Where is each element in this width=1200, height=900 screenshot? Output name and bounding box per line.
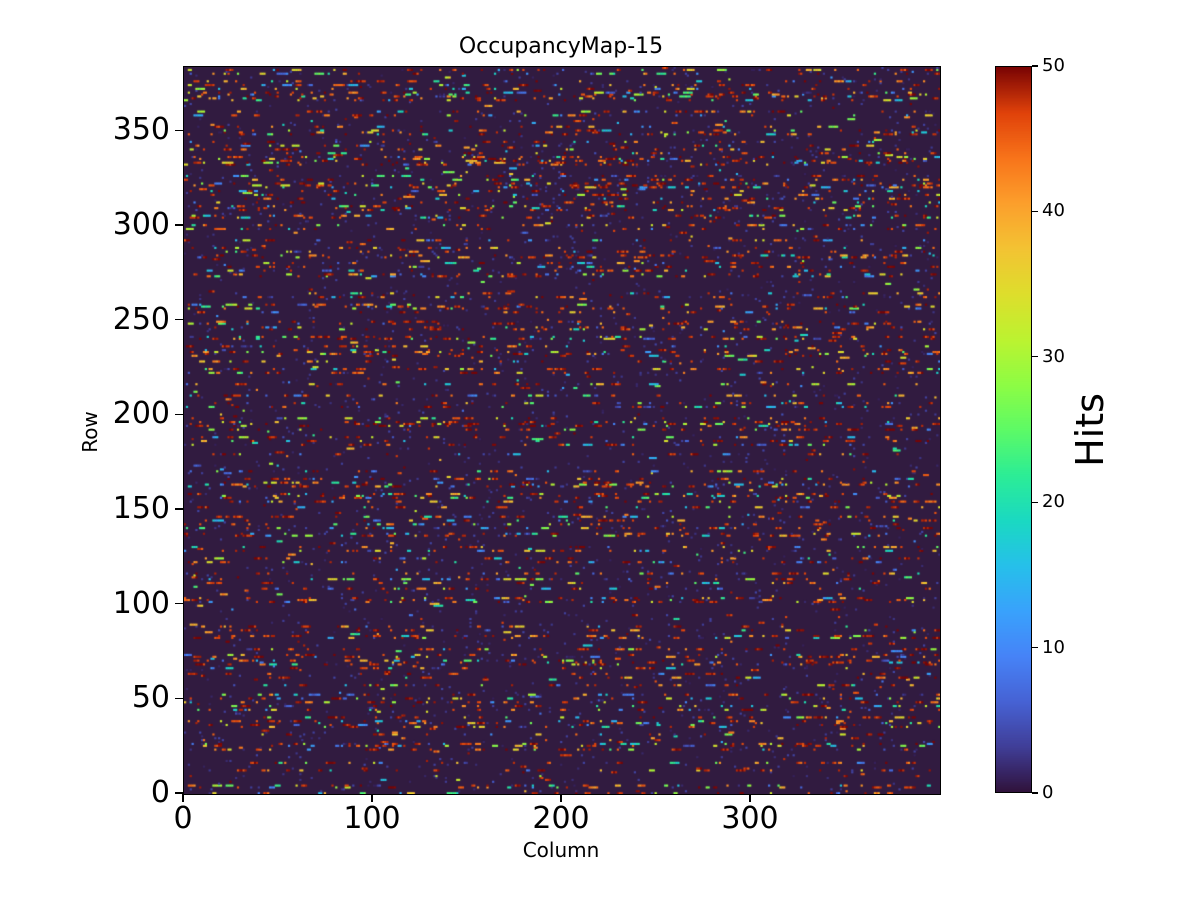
y-tick-mark (175, 508, 183, 510)
x-tick-label: 0 (173, 801, 193, 836)
x-tick-mark (749, 794, 751, 802)
y-axis-label: Row (78, 411, 102, 453)
y-tick-label: 250 (112, 301, 170, 337)
y-tick-mark (175, 602, 183, 605)
colorbar-tick-mark (1032, 65, 1038, 67)
x-tick-mark (560, 794, 562, 802)
colorbar-tick-mark (1032, 501, 1038, 503)
colorbar-tick-label: 30 (1042, 345, 1065, 367)
x-tick-mark (371, 794, 373, 802)
plot-title: OccupancyMap-15 (458, 34, 664, 59)
x-tick-mark (182, 794, 184, 802)
colorbar-tick-label: 20 (1042, 491, 1065, 513)
colorbar-tick-mark (1032, 210, 1038, 212)
colorbar-tick-mark (1032, 647, 1038, 649)
x-tick-label: 300 (721, 801, 779, 836)
y-tick-label: 350 (112, 112, 170, 148)
colorbar-canvas (996, 67, 1031, 792)
colorbar-label: Hits (1068, 393, 1112, 467)
y-tick-label: 150 (112, 491, 170, 527)
x-axis-label: Column (522, 838, 600, 862)
y-tick-mark (175, 224, 183, 226)
x-tick-label: 100 (343, 801, 401, 836)
x-tick-label: 200 (532, 801, 590, 836)
y-tick-label: 50 (131, 680, 170, 716)
colorbar-tick-mark (1032, 356, 1038, 358)
y-tick-mark (175, 413, 183, 416)
y-tick-mark (175, 792, 183, 794)
plot-border (183, 66, 941, 795)
colorbar-tick-label: 0 (1042, 782, 1054, 803)
colorbar-border (995, 66, 1032, 793)
colorbar-tick-label: 10 (1042, 636, 1065, 658)
colorbar-tick-mark (1032, 792, 1038, 794)
y-tick-label: 0 (150, 775, 170, 810)
y-tick-label: 100 (112, 585, 170, 621)
y-tick-label: 200 (112, 396, 170, 432)
y-tick-mark (175, 129, 183, 132)
y-tick-label: 300 (112, 207, 170, 243)
colorbar-tick-label: 50 (1042, 55, 1065, 76)
y-tick-mark (175, 318, 183, 321)
y-tick-mark (175, 697, 183, 700)
colorbar-tick-label: 40 (1042, 200, 1065, 222)
heatmap-canvas (184, 67, 940, 794)
